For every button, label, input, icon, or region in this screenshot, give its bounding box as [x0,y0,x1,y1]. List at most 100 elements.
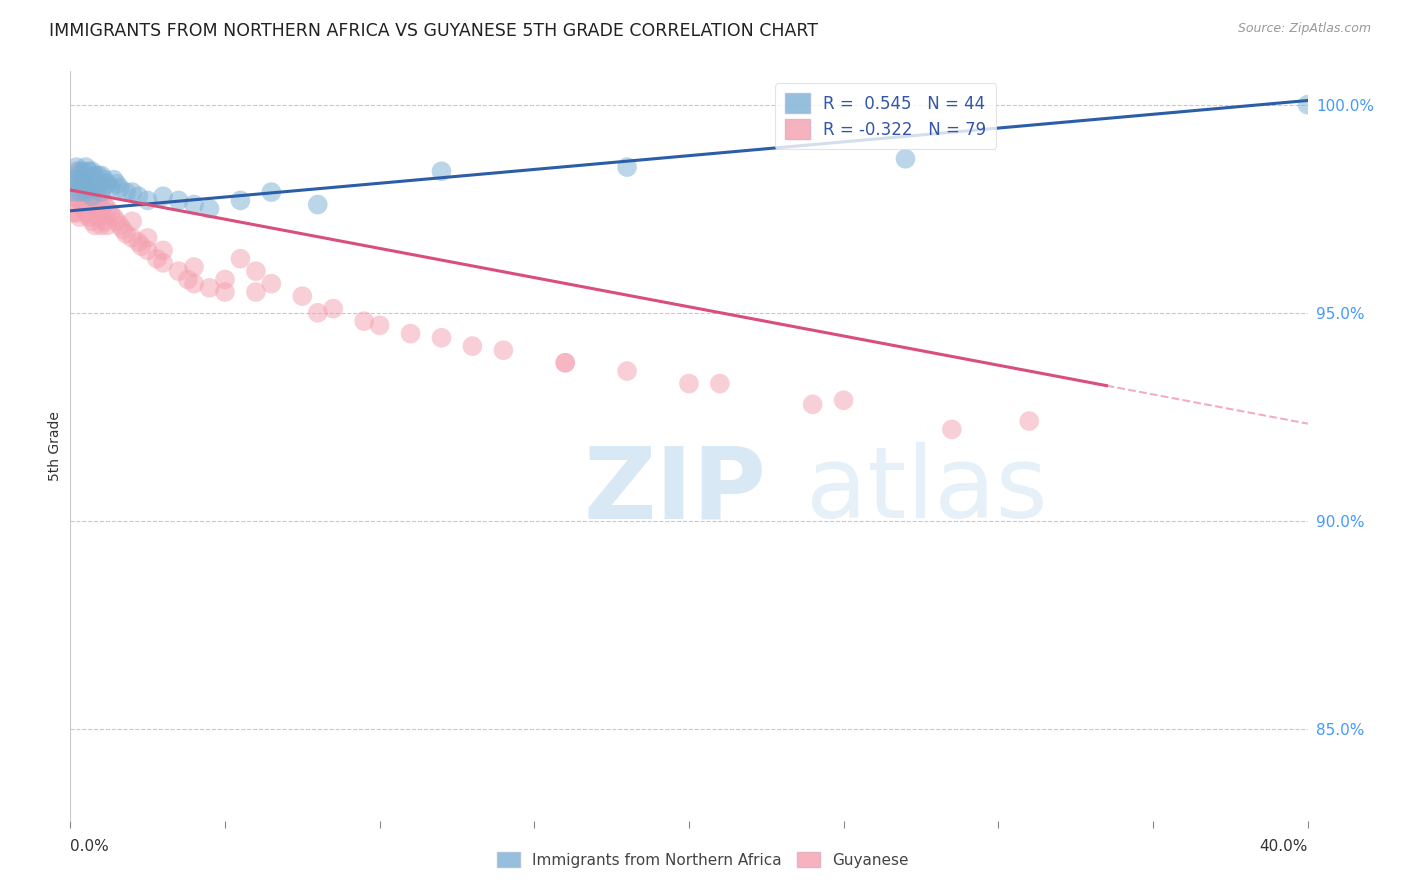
Point [152,256,174,270]
Point [260,277,283,291]
Text: 0.0%: 0.0% [70,839,110,855]
Point [62,185,84,199]
Point [69,169,91,183]
Point [152,244,174,258]
Point [72,177,94,191]
Point [87,194,110,208]
Point [105,177,128,191]
Point [103,172,125,186]
Point [96,202,118,216]
Point [96,219,118,233]
Point [62,172,84,186]
Point [127,235,149,249]
Point [121,185,143,199]
Point [115,227,138,241]
Point [492,343,515,358]
Point [136,244,159,258]
Point [399,326,422,341]
Text: ZIP: ZIP [583,442,766,540]
Point [72,172,94,186]
Point [322,301,344,316]
Point [93,172,115,186]
Point [75,172,97,186]
Point [65,206,87,220]
Point [1296,97,1319,112]
Point [1018,414,1040,428]
Point [616,364,638,378]
Point [84,189,107,203]
Point [245,285,267,299]
Point [121,214,143,228]
Point [87,181,110,195]
Point [100,181,122,195]
Point [291,289,314,303]
Point [245,264,267,278]
Point [430,164,453,178]
Point [75,160,97,174]
Point [167,194,190,208]
Point [69,181,91,195]
Point [941,422,963,436]
Point [183,260,205,274]
Point [115,185,138,199]
Point [461,339,484,353]
Point [75,189,97,203]
Point [801,397,824,411]
Point [62,189,84,203]
Point [75,206,97,220]
Point [353,314,375,328]
Point [69,164,91,178]
Point [430,331,453,345]
Point [198,202,221,216]
Point [260,185,283,199]
Text: Source: ZipAtlas.com: Source: ZipAtlas.com [1237,22,1371,36]
Y-axis label: 5th Grade: 5th Grade [48,411,62,481]
Point [72,164,94,178]
Point [136,194,159,208]
Point [214,272,236,286]
Point [108,219,131,233]
Point [77,181,100,195]
Point [214,285,236,299]
Point [709,376,731,391]
Point [77,210,100,224]
Point [554,356,576,370]
Point [77,194,100,208]
Point [75,172,97,186]
Point [307,306,329,320]
Point [108,181,131,195]
Point [100,206,122,220]
Point [77,181,100,195]
Point [65,177,87,191]
Point [84,219,107,233]
Point [554,356,576,370]
Point [136,231,159,245]
Point [183,197,205,211]
Point [80,164,103,178]
Point [121,231,143,245]
Point [65,164,87,178]
Point [616,160,638,174]
Point [307,197,329,211]
Point [77,164,100,178]
Point [229,252,252,266]
Point [80,189,103,203]
Legend: Immigrants from Northern Africa, Guyanese: Immigrants from Northern Africa, Guyanes… [491,846,915,873]
Point [72,202,94,216]
Point [111,222,134,236]
Point [80,185,103,199]
Point [96,177,118,191]
Point [105,214,128,228]
Point [84,202,107,216]
Point [62,172,84,186]
Point [62,206,84,220]
Point [80,197,103,211]
Point [65,189,87,203]
Legend: R =  0.545   N = 44, R = -0.322   N = 79: R = 0.545 N = 44, R = -0.322 N = 79 [775,84,995,149]
Point [152,189,174,203]
Point [65,160,87,174]
Point [177,272,200,286]
Point [65,177,87,191]
Point [90,169,112,183]
Point [90,189,112,203]
